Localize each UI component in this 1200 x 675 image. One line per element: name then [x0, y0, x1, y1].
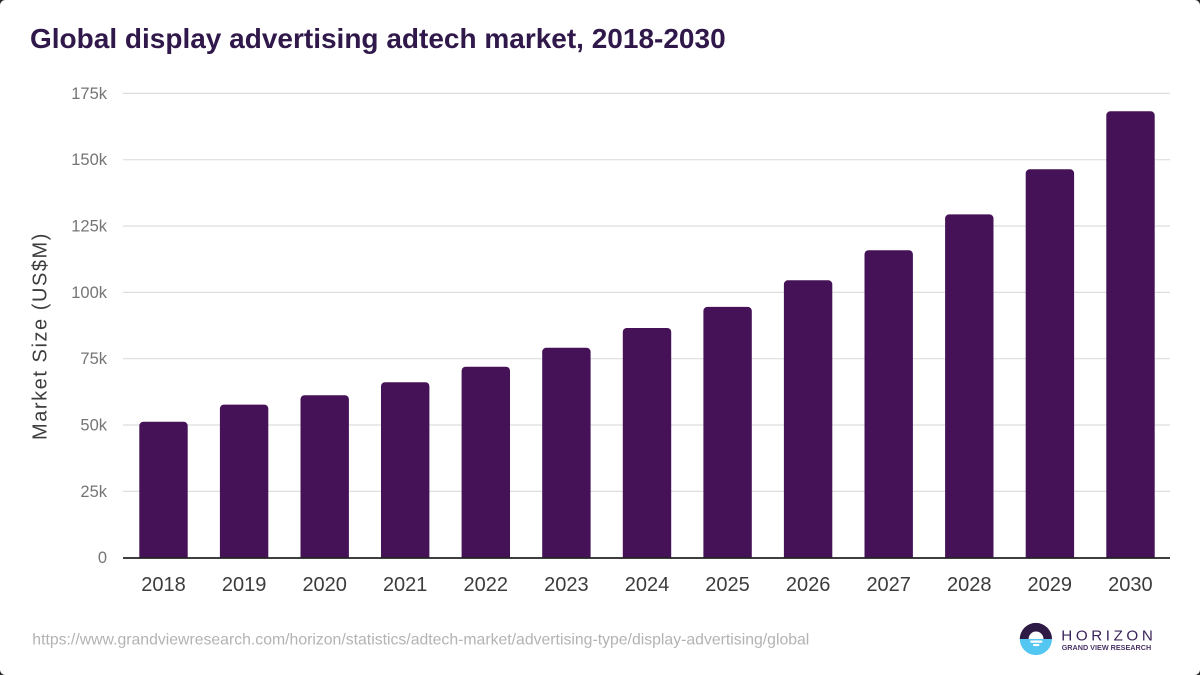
svg-text:2028: 2028	[947, 574, 992, 596]
svg-text:2020: 2020	[302, 574, 347, 596]
svg-text:HORIZON: HORIZON	[1061, 627, 1153, 644]
svg-text:2022: 2022	[464, 574, 509, 596]
svg-text:2027: 2027	[866, 574, 911, 596]
svg-text:100k: 100k	[71, 284, 108, 302]
svg-text:Global display advertising adt: Global display advertising adtech market…	[30, 23, 726, 54]
svg-text:2029: 2029	[1028, 574, 1073, 596]
svg-text:2026: 2026	[786, 574, 831, 596]
svg-text:2021: 2021	[383, 574, 428, 596]
svg-text:25k: 25k	[80, 483, 107, 501]
svg-text:2024: 2024	[625, 574, 670, 596]
svg-text:50k: 50k	[80, 416, 107, 434]
svg-text:2023: 2023	[544, 574, 589, 596]
svg-text:2018: 2018	[141, 574, 186, 596]
svg-text:GRAND VIEW RESEARCH: GRAND VIEW RESEARCH	[1062, 643, 1152, 652]
svg-text:175k: 175k	[71, 85, 108, 103]
svg-text:2030: 2030	[1108, 574, 1153, 596]
svg-text:2025: 2025	[705, 574, 750, 596]
svg-text:150k: 150k	[71, 151, 108, 169]
svg-text:2019: 2019	[222, 574, 267, 596]
svg-text:https://www.grandviewresearch.: https://www.grandviewresearch.com/horizo…	[32, 631, 809, 648]
svg-text:75k: 75k	[80, 350, 107, 368]
svg-text:125k: 125k	[71, 217, 108, 235]
svg-text:0: 0	[98, 549, 107, 567]
svg-text:Market Size (US$M): Market Size (US$M)	[30, 232, 52, 440]
